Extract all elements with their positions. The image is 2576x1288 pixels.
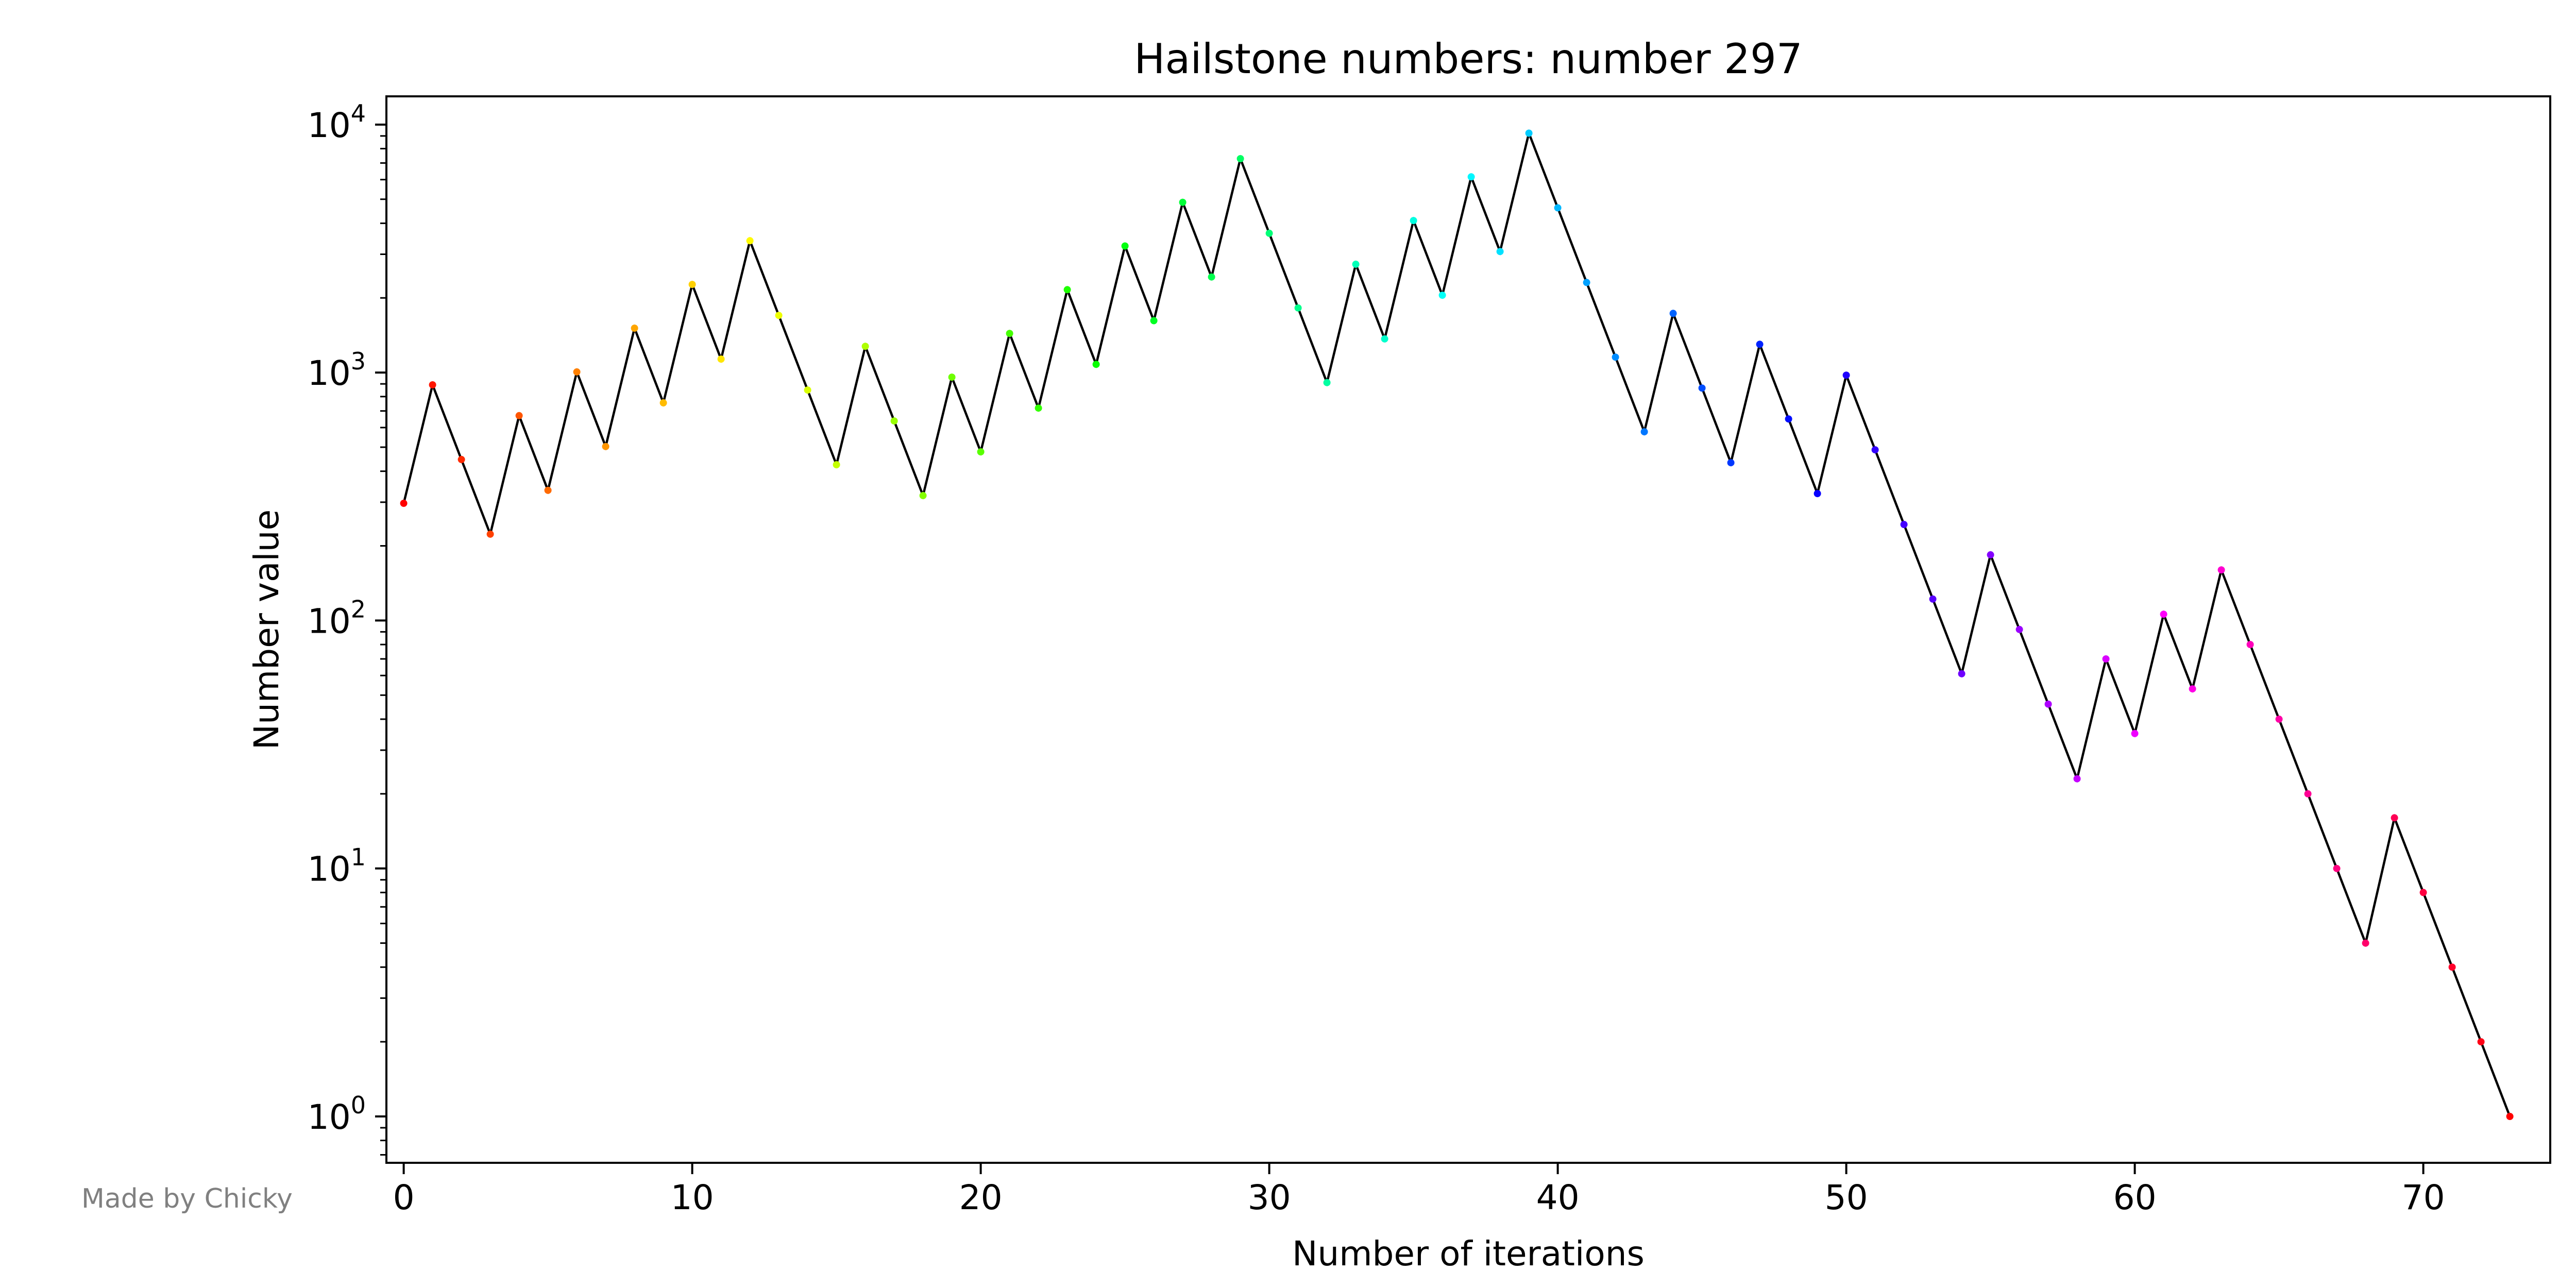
data-point bbox=[515, 412, 523, 419]
data-point bbox=[1092, 361, 1100, 368]
data-point bbox=[1698, 384, 1706, 392]
data-point bbox=[1814, 490, 1821, 497]
data-point bbox=[400, 499, 408, 507]
data-point bbox=[1323, 379, 1331, 386]
data-point bbox=[2362, 939, 2369, 947]
data-point bbox=[1294, 304, 1302, 312]
y-axis-label: Number value bbox=[247, 510, 286, 750]
y-tick-label: 101 bbox=[308, 843, 366, 889]
data-point bbox=[2506, 1113, 2514, 1120]
data-point bbox=[1265, 229, 1273, 237]
data-point bbox=[429, 381, 436, 388]
x-tick-label: 40 bbox=[1536, 1178, 1580, 1217]
x-tick-label: 50 bbox=[1825, 1178, 1868, 1217]
data-point bbox=[948, 374, 956, 381]
data-point bbox=[1958, 670, 1965, 677]
x-axis-ticks: 0 10 20 30 40 50 60 70 bbox=[393, 1163, 2445, 1217]
data-point bbox=[1842, 371, 1850, 379]
data-point bbox=[1727, 459, 1735, 467]
data-point bbox=[1554, 204, 1562, 212]
data-point bbox=[1381, 335, 1388, 343]
data-point bbox=[688, 281, 696, 289]
data-point bbox=[2015, 625, 2023, 633]
y-axis-ticks: 100 101 102 103 104 bbox=[308, 99, 386, 1156]
data-point bbox=[890, 417, 898, 425]
data-point bbox=[775, 312, 783, 319]
data-point bbox=[1410, 217, 1417, 225]
y-tick-label: 103 bbox=[308, 347, 366, 393]
data-point bbox=[1121, 242, 1129, 250]
data-point bbox=[1496, 248, 1504, 256]
data-point bbox=[1438, 292, 1446, 299]
chart-title: Hailstone numbers: number 297 bbox=[1134, 35, 1803, 83]
x-tick-label: 60 bbox=[2113, 1178, 2157, 1217]
data-point bbox=[1929, 595, 1937, 603]
data-point bbox=[1640, 428, 1648, 436]
data-point bbox=[2304, 790, 2312, 798]
data-point bbox=[1987, 551, 1994, 558]
y-tick-label: 100 bbox=[308, 1091, 366, 1137]
data-point bbox=[2333, 865, 2341, 872]
data-point bbox=[2102, 655, 2110, 663]
data-point bbox=[2217, 566, 2225, 574]
data-point bbox=[1208, 273, 1215, 281]
data-point bbox=[1150, 317, 1158, 325]
data-point bbox=[2131, 730, 2139, 737]
data-point bbox=[1612, 353, 1619, 361]
data-point bbox=[804, 386, 811, 394]
x-tick-label: 10 bbox=[671, 1178, 714, 1217]
x-axis-label: Number of iterations bbox=[1292, 1234, 1645, 1274]
data-point bbox=[1467, 173, 1475, 181]
x-tick-label: 70 bbox=[2402, 1178, 2445, 1217]
data-point bbox=[1006, 330, 1013, 337]
data-point bbox=[2160, 611, 2167, 618]
data-point bbox=[2275, 715, 2283, 723]
data-point bbox=[833, 461, 840, 468]
data-point bbox=[717, 355, 725, 363]
data-point bbox=[659, 399, 667, 406]
plot-area-frame bbox=[385, 95, 2551, 1164]
data-point bbox=[1756, 341, 1764, 348]
data-point bbox=[457, 455, 465, 463]
data-point bbox=[1179, 198, 1187, 206]
credit-text: Made by Chicky bbox=[81, 1183, 293, 1214]
data-point bbox=[602, 443, 609, 450]
data-point bbox=[573, 368, 581, 376]
data-point bbox=[746, 237, 754, 245]
data-point bbox=[1035, 404, 1042, 412]
x-tick-label: 20 bbox=[959, 1178, 1003, 1217]
data-point bbox=[2477, 1038, 2485, 1046]
data-point bbox=[1785, 415, 1792, 423]
data-point bbox=[2044, 700, 2052, 708]
data-point bbox=[2391, 814, 2398, 822]
x-tick-label: 0 bbox=[393, 1178, 415, 1217]
data-point bbox=[1669, 310, 1677, 317]
data-point bbox=[631, 325, 638, 332]
data-point bbox=[1063, 286, 1071, 294]
data-point bbox=[2189, 685, 2196, 693]
data-point bbox=[1525, 129, 1533, 137]
y-tick-label: 104 bbox=[308, 99, 366, 145]
data-point bbox=[1900, 521, 1908, 528]
data-point bbox=[919, 492, 927, 499]
data-point bbox=[2448, 963, 2456, 971]
data-point bbox=[544, 486, 552, 494]
data-point bbox=[1583, 279, 1590, 286]
data-point bbox=[2073, 775, 2081, 783]
data-point bbox=[2419, 889, 2427, 896]
data-point bbox=[2246, 641, 2254, 648]
data-point bbox=[486, 530, 494, 538]
y-tick-label: 102 bbox=[308, 595, 366, 641]
data-point bbox=[1236, 155, 1244, 162]
x-tick-label: 30 bbox=[1248, 1178, 1291, 1217]
data-point bbox=[1352, 260, 1360, 268]
data-point bbox=[977, 448, 985, 455]
data-point bbox=[1871, 446, 1879, 454]
series-hailstone bbox=[400, 129, 2514, 1120]
data-point bbox=[861, 343, 869, 350]
series-line bbox=[402, 129, 2511, 1117]
